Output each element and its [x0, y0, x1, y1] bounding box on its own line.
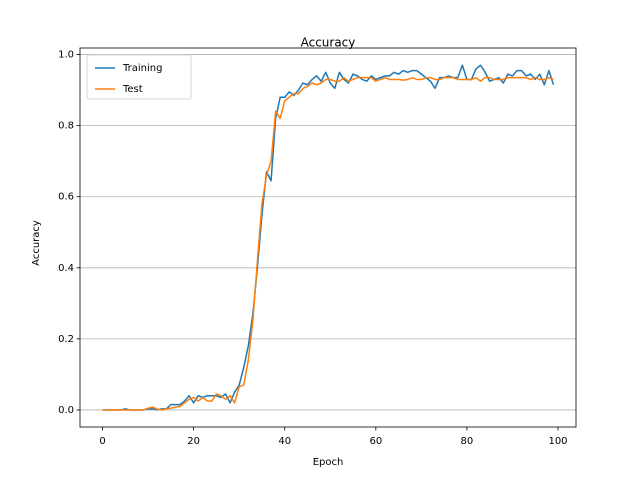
x-tick-label: 80	[461, 436, 474, 447]
line	[102, 64, 555, 411]
line	[102, 76, 554, 411]
plot-frame	[79, 47, 577, 428]
x-tick-label: 40	[278, 436, 291, 447]
x-tick-label: 20	[187, 436, 200, 447]
legend-box	[86, 54, 192, 100]
x-tick-label: 0	[99, 436, 105, 447]
chart-title: Accuracy	[301, 36, 356, 50]
legend: Training Test	[86, 54, 192, 100]
y-tick-label: 1.0	[58, 50, 74, 61]
y-axis-label: Accuracy	[31, 220, 42, 266]
y-tick-label: 0.0	[58, 405, 74, 416]
x-tick-label: 60	[369, 436, 382, 447]
x-tick-label: 100	[548, 436, 567, 447]
y-tick-label: 0.8	[58, 121, 74, 132]
x-axis-label: Epoch	[313, 457, 344, 468]
legend-label: Test	[122, 84, 143, 95]
legend-label: Training	[122, 63, 162, 74]
y-tick-label: 0.4	[58, 263, 74, 274]
y-tick-label: 0.6	[58, 192, 74, 203]
y-tick-label: 0.2	[58, 334, 74, 345]
